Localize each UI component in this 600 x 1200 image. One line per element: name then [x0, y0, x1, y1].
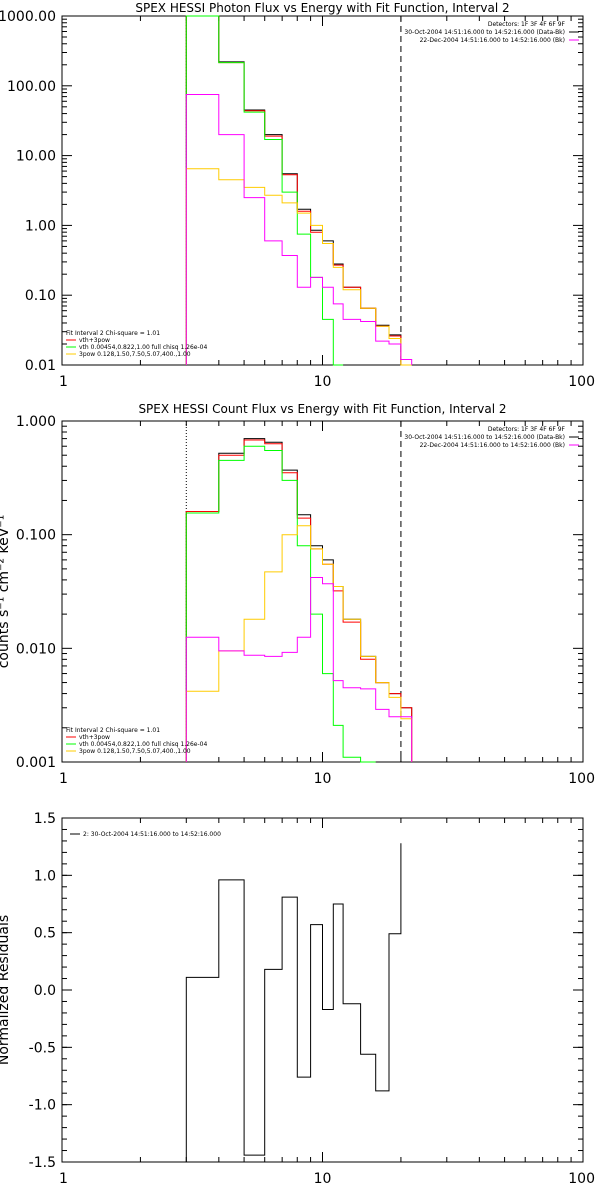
- y-tick-label: 0.100: [16, 528, 56, 544]
- header-text: 22-Dec-2004 14:51:16.000 to 14:52:16.000…: [420, 442, 565, 449]
- y-tick-label: 0.001: [16, 755, 56, 771]
- x-tick-label: 10: [314, 771, 332, 787]
- y-tick-label: 1000.00: [0, 9, 56, 25]
- y-tick-label: 1.0: [34, 868, 56, 884]
- series-step-line-5: [185, 577, 413, 762]
- fit-legend-text: vth 0.00454,0.822,1.00 full chisq 1.26e-…: [79, 344, 207, 351]
- series-step-line-2: [185, 15, 412, 366]
- series-step-line-1: [185, 843, 402, 1162]
- y-tick-label: 0.10: [25, 288, 56, 304]
- header-text: Detectors: 1F 3F 4F 6F 9F: [488, 426, 566, 433]
- fit-legend-text: Fit Interval 2 Chi-square = 1.01: [66, 330, 160, 337]
- x-tick-label: 100: [568, 771, 595, 787]
- series-step-line-3: [185, 15, 344, 366]
- x-tick-label: 1: [59, 1171, 68, 1187]
- y-tick-label: 0.5: [34, 926, 56, 942]
- header-text: 30-Oct-2004 14:51:16.000 to 14:52:16.000…: [404, 29, 565, 36]
- residual-legend-text: 2: 30-Oct-2004 14:51:16.000 to 14:52:16.…: [83, 831, 221, 838]
- plot-frame-2: [61, 420, 584, 763]
- series-step-line-2: [185, 439, 413, 762]
- y-tick-label: 0.010: [16, 641, 56, 657]
- x-tick-label: 1: [59, 374, 68, 390]
- y-tick-label: 0.01: [25, 358, 56, 374]
- series-step-line-1: [185, 438, 413, 762]
- y-tick-label: -0.5: [29, 1040, 56, 1056]
- fit-legend-text: vth 0.00454,0.822,1.00 full chisq 1.26e-…: [79, 741, 207, 748]
- y-tick-label: 1.00: [25, 218, 56, 234]
- series-step-line-4: [185, 168, 412, 366]
- y-tick-label: 1.000: [16, 414, 56, 430]
- fit-legend-text: 3pow 0.128,1.50,7.50,5.07,400.,1.00: [79, 748, 191, 755]
- y-tick-label: 0.0: [34, 983, 56, 999]
- y-tick-label: -1.5: [29, 1155, 56, 1171]
- x-tick-label: 100: [568, 1171, 595, 1187]
- header-text: 22-Dec-2004 14:51:16.000 to 14:52:16.000…: [420, 37, 565, 44]
- series-step-line-3: [185, 445, 376, 763]
- series-step-line-4: [185, 525, 413, 762]
- y-tick-label: 100.00: [7, 79, 56, 95]
- chart-title-1: SPEX HESSI Photon Flux vs Energy with Fi…: [135, 1, 509, 15]
- header-text: Detectors: 1F 3F 4F 6F 9F: [488, 21, 566, 28]
- x-tick-label: 10: [314, 1171, 332, 1187]
- y-tick-label: 1.5: [34, 811, 56, 827]
- y-axis-label: Normalized Residuals: [0, 915, 12, 1065]
- y-tick-label: -1.0: [29, 1098, 56, 1114]
- fit-legend-text: Fit Interval 2 Chi-square = 1.01: [66, 727, 160, 734]
- header-text: 30-Oct-2004 14:51:16.000 to 14:52:16.000…: [404, 434, 565, 441]
- y-axis-label: counts s⁻¹ cm⁻² keV⁻¹: [0, 515, 12, 669]
- x-tick-label: 100: [568, 374, 595, 390]
- fit-legend-text: vth+3pow: [79, 337, 110, 344]
- fit-legend-text: 3pow 0.128,1.50,7.50,5.07,400.,1.00: [79, 351, 191, 358]
- y-tick-label: 10.00: [16, 149, 56, 165]
- chart-title-2: SPEX HESSI Count Flux vs Energy with Fit…: [138, 402, 506, 416]
- x-tick-label: 10: [314, 374, 332, 390]
- series-step-line-5: [185, 94, 413, 365]
- series-step-line-1: [185, 15, 412, 366]
- x-tick-label: 1: [59, 771, 68, 787]
- fit-legend-text: vth+3pow: [79, 734, 110, 741]
